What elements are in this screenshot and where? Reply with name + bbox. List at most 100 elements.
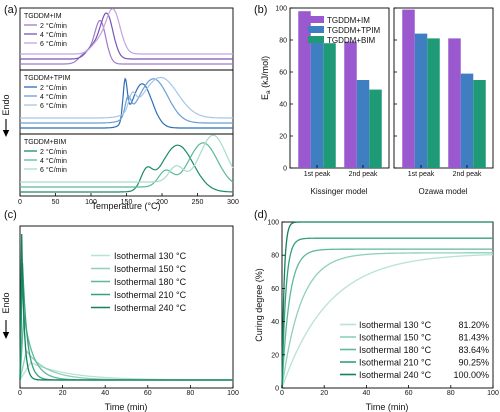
panel-b-bar-kissinger-model-1st-peak-tgddm-tpim xyxy=(310,38,324,169)
panel-d: 0 20 40 60 80 100 0 20 40 60 80 100 Isothermal 130 … xyxy=(254,220,499,412)
panel-a-x-ticks: 0 50 100 150 200 250 300 xyxy=(18,193,239,206)
panel-b-legend-label: TGDDM+IM xyxy=(327,16,370,25)
panel-a-legend-label: 2 °C/min xyxy=(40,22,67,30)
panel-a-legend-label: 6 °C/min xyxy=(40,40,67,48)
panel-d-ticks: 0 20 40 60 80 100 0 20 40 60 80 100 xyxy=(267,220,499,398)
panel-a-x-tick-label: 100 xyxy=(85,199,97,206)
panel-c-legend-label: Isothermal 180 °C xyxy=(114,277,187,287)
panel-a-group-title: TGDDM+BIM xyxy=(24,139,66,146)
panel-b-kissinger-frame xyxy=(289,7,390,169)
panel-b-ozawa-frame xyxy=(393,7,494,169)
panel-b-legend-label: TGDDM+TPIM xyxy=(327,26,380,35)
panel-c-x-tick-label: 100 xyxy=(227,390,239,397)
panel-a-legend-label: 6 °C/min xyxy=(40,102,67,110)
panel-a-x-tick-label: 50 xyxy=(52,199,60,206)
panel-a-x-tick-label: 0 xyxy=(18,199,22,206)
panel-a-xlabel: Temperature (°C) xyxy=(91,201,160,211)
panel-a-x-tick-label: 150 xyxy=(121,199,133,206)
panel-d-y-tick-label: 60 xyxy=(271,286,279,293)
panel-d-x-tick-label: 80 xyxy=(447,390,455,397)
panel-d-curve-isothermal-210-c xyxy=(281,237,493,389)
panel-label-a: (a) xyxy=(4,4,17,16)
panel-b-y-tick-label: 100 xyxy=(275,6,287,13)
panel-b-bar-ozawa-model-2nd-peak-tgddm-bim xyxy=(473,80,486,168)
panel-b-bar-ozawa-model-1st-peak-tgddm-tpim xyxy=(414,33,428,168)
panel-b-kissinger-label: Kissinger model xyxy=(311,187,368,196)
panel-c-x-ticks: 0 20 40 60 80 100 xyxy=(18,385,239,397)
panel-c: 0 20 40 60 80 100 Isothermal 130 °CIsothermal… xyxy=(1,225,239,412)
panel-c-x-tick-label: 80 xyxy=(187,390,195,397)
panel-b-ylabel: Ea (kJ/mol) xyxy=(260,56,272,100)
panel-d-legend: Isothermal 130 °C 81.20% Isothermal 150 °C… xyxy=(340,320,489,380)
panel-c-x-tick-label: 60 xyxy=(144,390,152,397)
panel-d-ylabel: Curing degree (%) xyxy=(254,268,264,342)
panel-b-bar-ozawa-model-2nd-peak-tgddm-im xyxy=(448,38,461,169)
panel-b-x-tick-label: 1st peak xyxy=(304,171,331,178)
panel-b-x-tick-label: 2nd peak xyxy=(349,171,378,178)
panel-label-c: (c) xyxy=(4,209,17,221)
panel-a-ylabel: Endo xyxy=(1,94,11,115)
panel-b-bar-kissinger-model-1st-peak-tgddm-im xyxy=(298,11,311,169)
panel-d-legend-value: 100.00% xyxy=(453,370,489,380)
panel-d-x-tick-label: 60 xyxy=(405,390,413,397)
panel-a-curve-tgddm-tpim-2 xyxy=(20,78,233,124)
panel-d-y-tick-label: 40 xyxy=(271,319,279,326)
panel-c-legend-label: Isothermal 240 °C xyxy=(114,303,187,313)
panel-d-y-tick-label: 80 xyxy=(271,253,279,260)
panel-a-group-title: TGDDM+IM xyxy=(24,13,62,20)
panel-b-bar-kissinger-model-2nd-peak-tgddm-bim xyxy=(369,89,382,168)
panel-b-ozawa-label: Ozawa model xyxy=(419,187,468,196)
panel-c-xlabel: Time (min) xyxy=(105,402,148,412)
panel-b-legend-label: TGDDM+BIM xyxy=(327,36,376,45)
panel-a-curve-tgddm-tpim-3 xyxy=(20,76,233,119)
panel-d-x-tick-label: 20 xyxy=(320,390,328,397)
panel-a-curve-tgddm-im-1 xyxy=(20,20,233,65)
panel-c-curve-isothermal-240-c xyxy=(19,233,233,381)
panel-a-x-tick-label: 300 xyxy=(227,199,239,206)
panel-d-legend-label: Isothermal 150 °C xyxy=(359,333,432,343)
panel-c-legend: Isothermal 130 °C Isothermal 150 °C Isothe… xyxy=(91,251,187,313)
panel-b-x-tick-label: 2nd peak xyxy=(453,171,482,178)
panel-d-legend-label: Isothermal 240 °C xyxy=(359,370,432,380)
panel-b-legend-swatch xyxy=(308,26,324,33)
panel-a-legend-label: 4 °C/min xyxy=(40,93,67,101)
panel-d-x-tick-label: 40 xyxy=(363,390,371,397)
panel-c-curve-isothermal-150-c xyxy=(19,349,233,381)
panel-label-b: (b) xyxy=(254,4,267,16)
panel-d-x-tick-label: 0 xyxy=(280,390,284,397)
panel-d-legend-value: 81.20% xyxy=(458,320,489,330)
panel-c-legend-label: Isothermal 130 °C xyxy=(114,251,187,261)
panel-b-plot: 1st peak 2nd peak 1st peak 2nd peak xyxy=(298,9,486,178)
panel-d-curve-isothermal-130-c xyxy=(281,253,494,389)
panel-a-curve-tgddm-bim-2 xyxy=(20,142,234,188)
panel-a-group-title: TGDDM+TPIM xyxy=(24,75,71,82)
panel-label-d: (d) xyxy=(254,209,267,221)
panel-b-y-tick-label: 20 xyxy=(279,134,287,141)
panel-b-y-tick-label: 0 xyxy=(283,166,287,173)
panel-d-plot xyxy=(281,221,494,389)
panel-d-legend-value: 83.64% xyxy=(458,345,489,355)
panel-a-legend-label: 2 °C/min xyxy=(40,84,67,92)
panel-b-y-tick-label: 80 xyxy=(279,38,287,45)
panel-d-curve-isothermal-180-c xyxy=(281,248,493,389)
panel-d-x-tick-label: 100 xyxy=(487,390,499,397)
panel-a-legend-label: 2 °C/min xyxy=(40,148,67,156)
panel-d-curve-isothermal-150-c xyxy=(281,252,493,389)
panel-a-curve-tgddm-bim-3 xyxy=(20,134,234,183)
panel-c-x-tick-label: 40 xyxy=(101,390,109,397)
panel-b-bar-kissinger-model-2nd-peak-tgddm-tpim xyxy=(356,80,370,168)
panel-a-legend-label: 4 °C/min xyxy=(40,31,67,39)
panel-c-plot xyxy=(19,233,233,381)
panel-b-bar-kissinger-model-2nd-peak-tgddm-im xyxy=(344,41,357,168)
panel-b-x-tick-label: 1st peak xyxy=(408,171,435,178)
panel-d-curve-isothermal-240-c xyxy=(281,221,493,389)
panel-c-endo-arrow-icon xyxy=(2,332,10,339)
panel-d-xlabel: Time (min) xyxy=(366,402,409,412)
panel-c-x-tick-label: 20 xyxy=(59,390,67,397)
panel-a-curve-tgddm-bim-1 xyxy=(20,144,233,193)
panel-d-y-tick-label: 20 xyxy=(271,352,279,359)
